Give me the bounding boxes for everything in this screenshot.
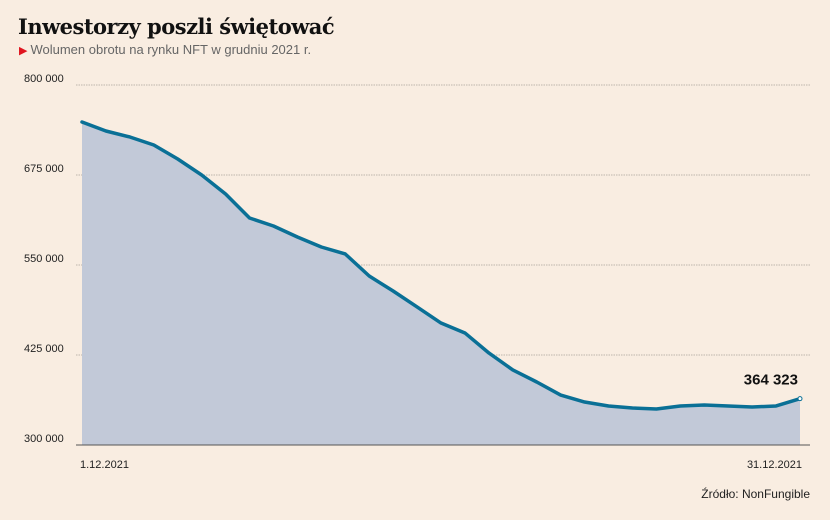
chart-subtitle: ▶ Wolumen obrotu na rynku NFT w grudniu 2… (19, 42, 311, 57)
x-tick-label: 1.12.2021 (80, 459, 129, 471)
subtitle-text: Wolumen obrotu na rynku NFT w grudniu 20… (30, 42, 312, 57)
source-note: Źródło: NonFungible (701, 487, 810, 501)
value-annotation: 364 323 (744, 372, 798, 389)
last-point-marker (797, 396, 803, 402)
red-triangle-icon: ▶ (19, 45, 28, 57)
y-tick-label: 800 000 (24, 73, 64, 85)
y-tick-label: 550 000 (24, 253, 64, 265)
y-tick-label: 300 000 (24, 433, 64, 445)
chart-title: Inwestorzy poszli świętować (18, 14, 335, 39)
area-fill (82, 122, 800, 446)
y-tick-label: 425 000 (24, 343, 64, 355)
x-tick-label: 31.12.2021 (747, 459, 802, 471)
y-tick-label: 675 000 (24, 163, 64, 175)
